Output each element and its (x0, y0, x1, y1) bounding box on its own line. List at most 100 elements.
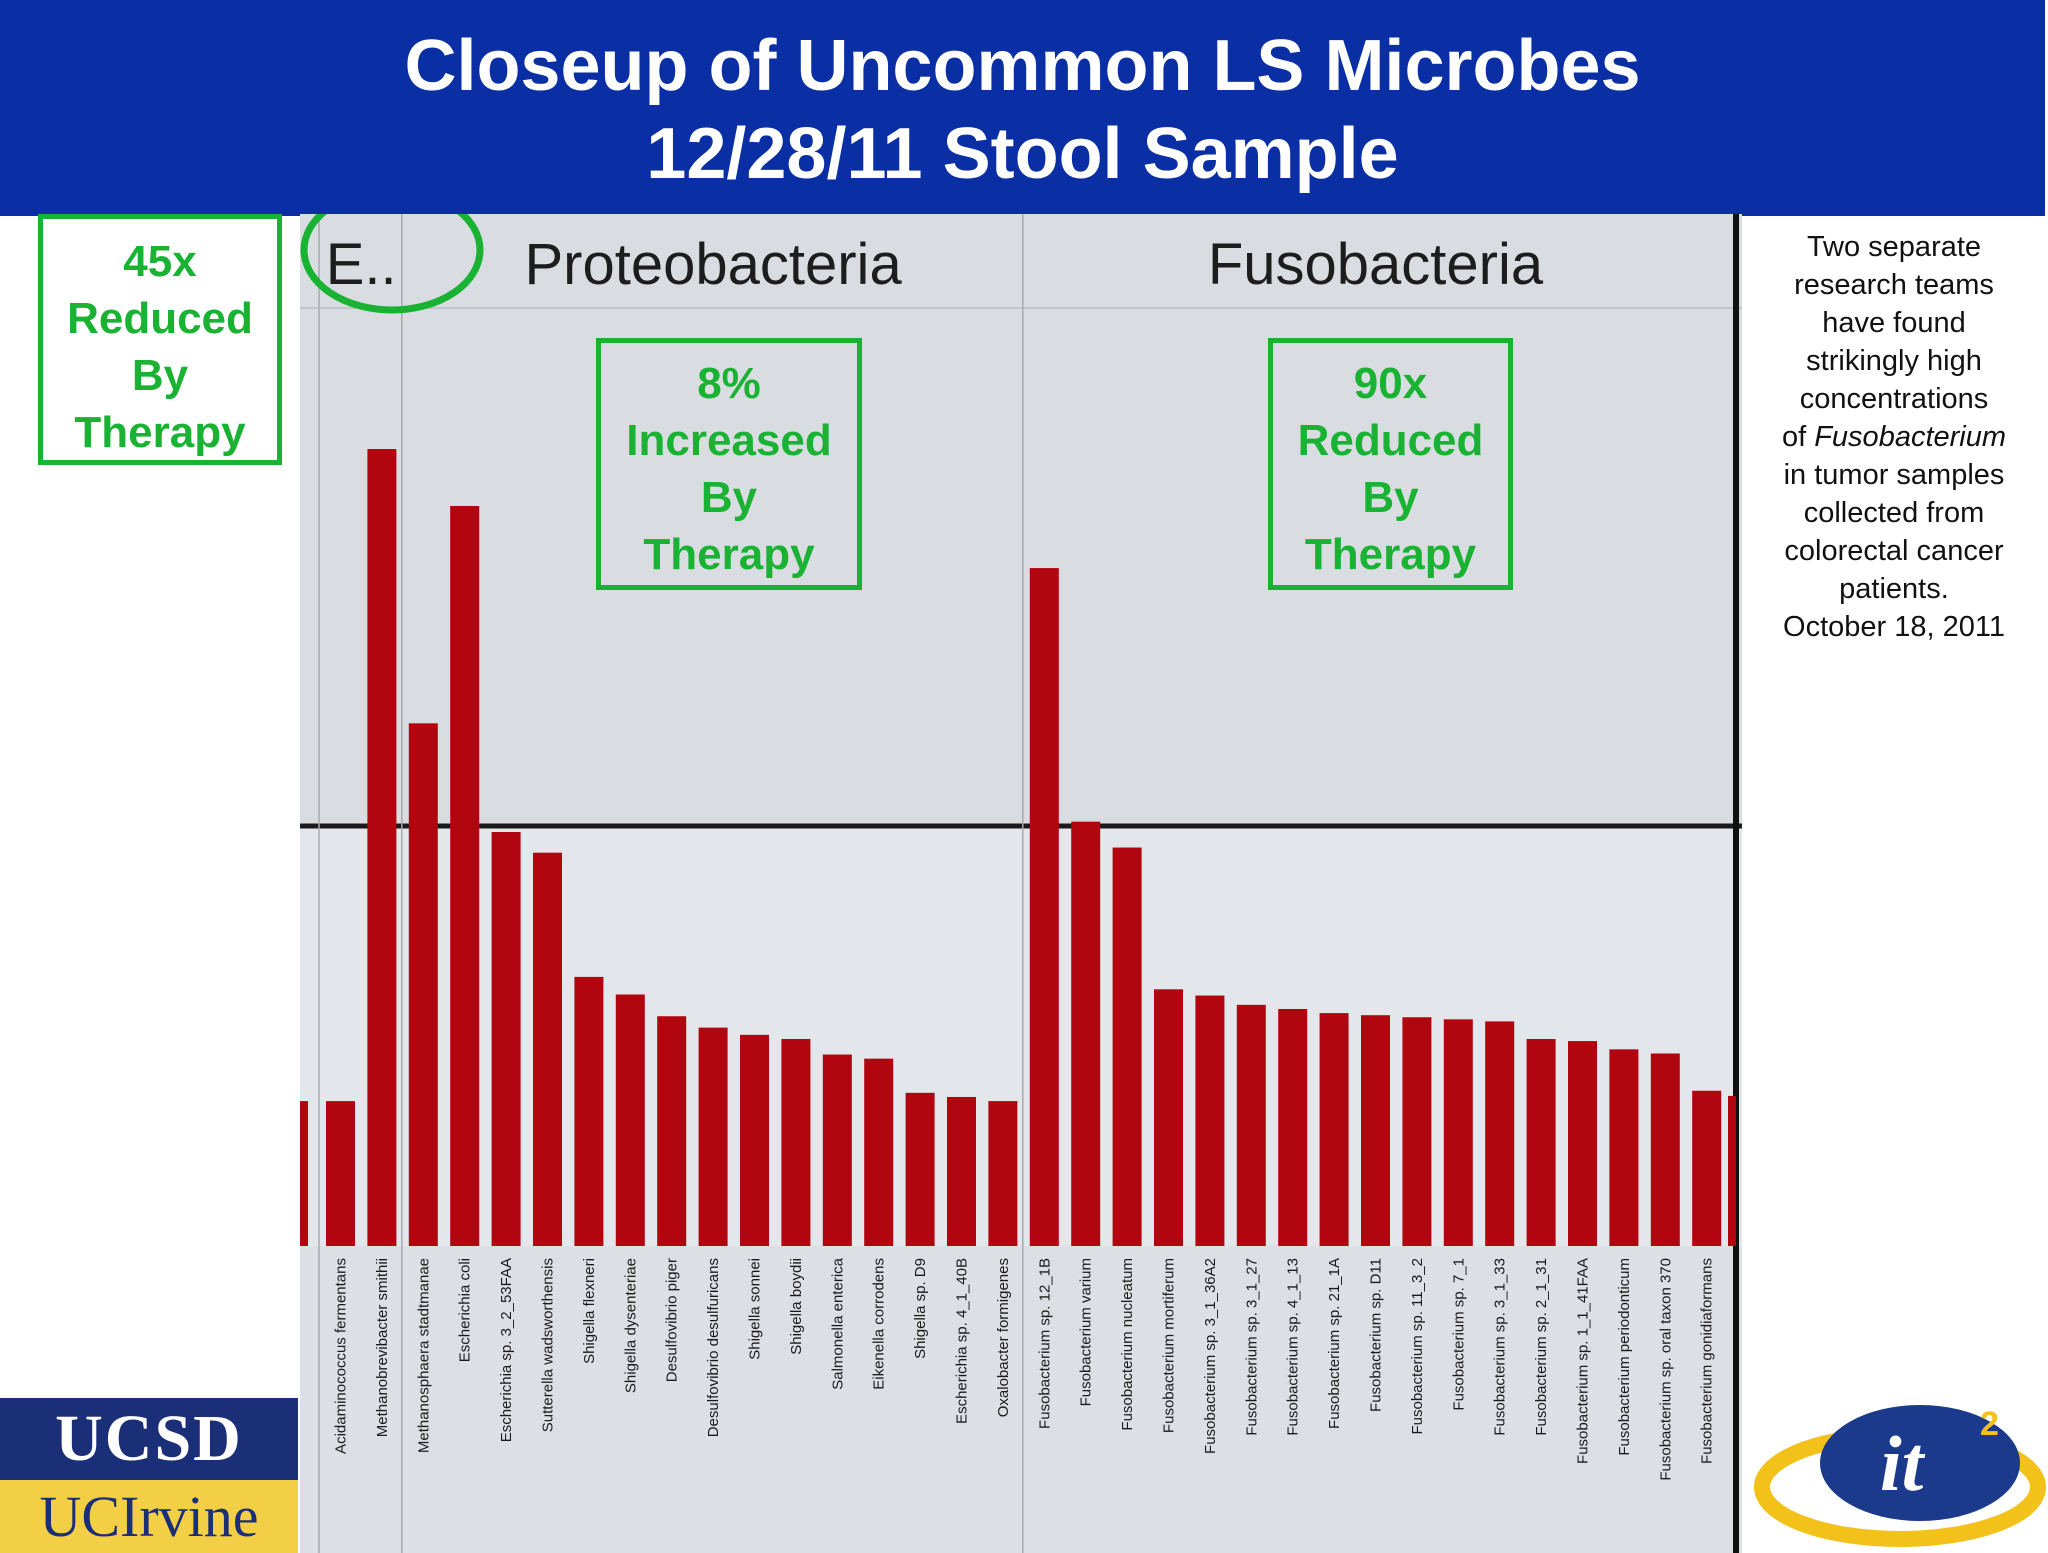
category-label: Fusobacterium sp. 12_1B (1036, 1258, 1053, 1429)
bar (1236, 1004, 1266, 1246)
bar (1029, 568, 1059, 1246)
bar (367, 449, 397, 1246)
category-label: Fusobacterium sp. 3_1_33 (1492, 1258, 1509, 1436)
bar (905, 1092, 935, 1246)
ucirvine-logo: UCIrvine (0, 1480, 298, 1553)
group-label: E.. (326, 232, 397, 297)
callout-text: Therapy (74, 408, 246, 457)
callout-text: By (700, 473, 758, 522)
bar (947, 1096, 976, 1246)
bar (615, 994, 645, 1246)
category-label: Escherichia sp. 3_2_53FAA (498, 1258, 515, 1442)
category-label: Methanobrevibacter smithii (374, 1258, 391, 1437)
side-note-line: concentrations (1799, 383, 1989, 415)
category-label: Sutterella wadsworthensis (540, 1258, 557, 1432)
bar (1154, 989, 1183, 1246)
category-label: Oxalobacter formigenes (995, 1258, 1012, 1417)
bar (491, 832, 521, 1246)
bar (1692, 1090, 1722, 1246)
bar (822, 1054, 852, 1246)
side-note-prefix: of (1781, 421, 1815, 453)
bar (1402, 1017, 1432, 1246)
side-note-line: of Fusobacterium (1760, 418, 2028, 456)
logo-oval (1820, 1405, 2020, 1521)
callout-reduced-45x: 45x Reduced By Therapy (38, 214, 282, 465)
category-label: Fusobacterium sp. 7_1 (1450, 1258, 1467, 1411)
category-label: Shigella boydii (788, 1258, 805, 1355)
bar (1650, 1053, 1680, 1246)
bar (698, 1027, 728, 1246)
bar (657, 1016, 687, 1246)
slide-title-line-1: Closeup of Uncommon LS Microbes (404, 26, 1641, 106)
group-label: Proteobacteria (524, 232, 902, 297)
category-label: Salmonella enterica (829, 1257, 846, 1389)
side-note-line: Two separate (1806, 231, 1982, 263)
category-label: Fusobacterium sp. 21_1A (1326, 1258, 1343, 1429)
callout-text: Increased (626, 416, 832, 465)
bar (1278, 1008, 1308, 1246)
slide-title-line-2: 12/28/11 Stool Sample (646, 114, 1399, 194)
side-note-line: research teams (1794, 269, 1994, 301)
bar-partial-right (1728, 1095, 1736, 1246)
bar (1112, 847, 1142, 1246)
title-banner: Closeup of Uncommon LS Microbes 12/28/11… (0, 0, 2045, 216)
bar (1319, 1013, 1349, 1246)
bar (1568, 1041, 1597, 1246)
category-label: Fusobacterium mortiferum (1161, 1258, 1178, 1433)
bar (1485, 1021, 1515, 1246)
bar (1526, 1039, 1556, 1246)
bar (1361, 1015, 1390, 1246)
category-label: Fusobacterium sp. 2_1_31 (1533, 1258, 1550, 1436)
side-note: Two separate research teams have found s… (1760, 228, 2028, 646)
callout-reduced-90x: 90x Reduced By Therapy (1268, 338, 1513, 590)
side-note-italic: Fusobacterium (1814, 421, 2007, 453)
category-label: Shigella sonnei (747, 1258, 764, 1360)
callout-text: 8% (697, 359, 761, 408)
callout-increased-8pct: 8% Increased By Therapy (596, 338, 862, 590)
category-label: Escherichia sp. 4_1_40B (954, 1258, 971, 1424)
label-area (300, 1246, 1742, 1553)
category-label: Shigella sp. D9 (912, 1258, 929, 1359)
bar (781, 1039, 811, 1246)
ucsd-logo: UCSD (0, 1398, 298, 1480)
side-note-date: October 18, 2011 (1783, 611, 2005, 643)
bar (326, 1101, 355, 1246)
bar (1443, 1019, 1473, 1246)
bar (1609, 1049, 1639, 1246)
highlight-circle (300, 214, 484, 314)
bar (574, 976, 604, 1246)
side-note-line: in tumor samples (1783, 459, 2005, 491)
side-note-line: patients. (1839, 573, 1949, 605)
side-note-line: colorectal cancer (1784, 535, 2004, 567)
category-label: Fusobacterium sp. 11_3_2 (1409, 1258, 1426, 1435)
bar (1195, 995, 1225, 1246)
category-label: Fusobacterium sp. 3_1_27 (1243, 1258, 1260, 1436)
logo-text: it (1880, 1420, 1926, 1507)
bar (740, 1034, 769, 1246)
category-label: Desulfovibrio piger (664, 1258, 681, 1382)
category-label: Fusobacterium sp. 4_1_13 (1285, 1258, 1302, 1436)
category-label: Fusobacterium sp. oral taxon 370 (1657, 1258, 1674, 1481)
side-note-line: strikingly high (1806, 345, 1982, 377)
bar (864, 1058, 894, 1246)
category-label: Fusobacterium periodonticum (1616, 1258, 1633, 1456)
category-label: Fusobacterium sp. D11 (1368, 1258, 1385, 1412)
callout-text: Reduced (67, 294, 253, 343)
bar-chart-svg: E.. Proteobacteria Fusobacteria Acidaminoco… (300, 214, 1742, 1553)
category-label: Desulfovibrio desulfuricans (705, 1258, 722, 1437)
category-label: Fusobacterium varium (1078, 1258, 1095, 1406)
bar (1071, 821, 1101, 1246)
callout-text: By (1362, 473, 1419, 522)
side-note-line: collected from (1803, 497, 1985, 529)
category-label: Eikenella corrodens (871, 1258, 888, 1390)
logo-superscript: 2 (1980, 1405, 1999, 1443)
category-label: Shigella flexneri (581, 1258, 598, 1364)
callout-text: Reduced (1297, 416, 1484, 465)
category-label: Fusobacterium sp. 3_1_36A2 (1202, 1258, 1219, 1454)
category-label: Fusobacterium gonidiaformans (1699, 1258, 1716, 1464)
bar (408, 723, 438, 1246)
callout-text: 90x (1353, 359, 1428, 408)
group-label: Fusobacteria (1208, 232, 1544, 297)
callout-text: Therapy (1304, 530, 1477, 579)
category-label: Fusobacterium sp. 1_1_41FAA (1575, 1258, 1592, 1464)
